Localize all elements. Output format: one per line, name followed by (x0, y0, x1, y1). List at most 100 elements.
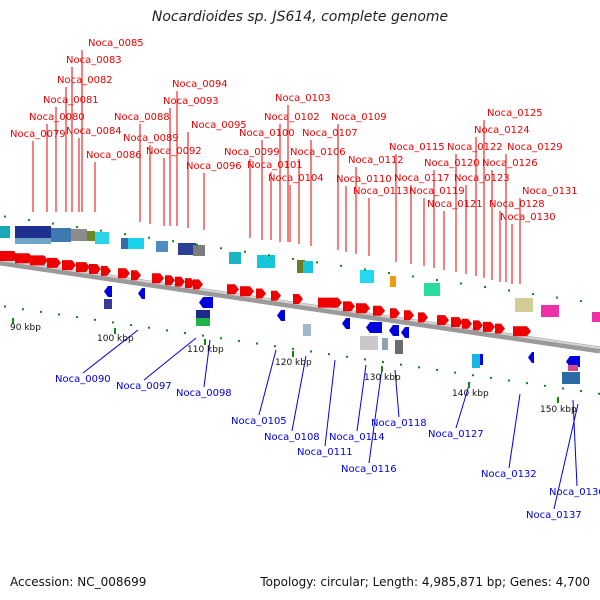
gene-label-noca-0109[interactable]: Noca_0109 (331, 112, 387, 123)
annotation-box[interactable] (257, 255, 275, 268)
gene-label-noca-0080[interactable]: Noca_0080 (29, 112, 85, 123)
forward-feature-arrow[interactable] (118, 268, 130, 279)
gene-label-noca-0111[interactable]: Noca_0111 (297, 447, 353, 458)
gene-label-noca-0115[interactable]: Noca_0115 (389, 142, 445, 153)
forward-feature-arrow[interactable] (0, 251, 18, 261)
gene-label-noca-0131[interactable]: Noca_0131 (522, 186, 578, 197)
forward-feature-arrow[interactable] (30, 255, 48, 266)
forward-feature-arrow[interactable] (227, 284, 239, 295)
forward-feature-arrow[interactable] (76, 262, 90, 273)
gene-label-noca-0108[interactable]: Noca_0108 (264, 432, 320, 443)
annotation-box[interactable] (360, 270, 374, 283)
gene-label-noca-0137[interactable]: Noca_0137 (526, 510, 582, 521)
reverse-feature-arrow[interactable] (401, 327, 409, 338)
gene-label-noca-0081[interactable]: Noca_0081 (43, 95, 99, 106)
gene-label-noca-0101[interactable]: Noca_0101 (247, 160, 303, 171)
annotation-box[interactable] (562, 372, 580, 384)
annotation-box[interactable] (156, 241, 168, 252)
gene-label-noca-0130[interactable]: Noca_0130 (500, 212, 556, 223)
gene-label-noca-0123[interactable]: Noca_0123 (454, 173, 510, 184)
gene-label-noca-0098[interactable]: Noca_0098 (176, 388, 232, 399)
annotation-box[interactable] (395, 340, 403, 354)
annotation-box[interactable] (87, 231, 95, 241)
forward-feature-arrow[interactable] (15, 253, 33, 264)
gene-label-noca-0099[interactable]: Noca_0099 (224, 147, 280, 158)
forward-feature-arrow[interactable] (462, 318, 472, 329)
gene-label-noca-0092[interactable]: Noca_0092 (146, 146, 202, 157)
forward-feature-arrow[interactable] (495, 323, 505, 334)
gene-label-noca-0117[interactable]: Noca_0117 (394, 173, 450, 184)
gene-label-noca-0103[interactable]: Noca_0103 (275, 93, 331, 104)
forward-feature-arrow[interactable] (89, 264, 101, 275)
annotation-box[interactable] (104, 299, 112, 309)
annotation-box[interactable] (303, 324, 311, 336)
annotation-box[interactable] (541, 305, 559, 317)
gene-label-noca-0106[interactable]: Noca_0106 (290, 147, 346, 158)
gene-label-noca-0124[interactable]: Noca_0124 (474, 125, 530, 136)
forward-feature-arrow[interactable] (293, 293, 303, 304)
gene-label-noca-0089[interactable]: Noca_0089 (123, 133, 179, 144)
gene-label-noca-0102[interactable]: Noca_0102 (264, 112, 320, 123)
annotation-box[interactable] (128, 238, 144, 249)
forward-feature-arrow[interactable] (483, 321, 495, 332)
forward-feature-arrow[interactable] (356, 303, 370, 314)
annotation-box[interactable] (71, 229, 87, 241)
forward-feature-arrow[interactable] (240, 286, 254, 297)
forward-feature-arrow[interactable] (175, 276, 185, 287)
forward-feature-arrow[interactable] (418, 312, 428, 323)
forward-feature-arrow[interactable] (256, 288, 266, 299)
forward-feature-arrow[interactable] (193, 279, 203, 290)
gene-label-noca-0082[interactable]: Noca_0082 (57, 75, 113, 86)
forward-feature-arrow[interactable] (513, 326, 531, 337)
gene-label-noca-0079[interactable]: Noca_0079 (10, 129, 66, 140)
gene-label-noca-0095[interactable]: Noca_0095 (191, 120, 247, 131)
forward-feature-arrow[interactable] (47, 257, 61, 268)
gene-label-noca-0119[interactable]: Noca_0119 (409, 186, 465, 197)
gene-label-noca-0107[interactable]: Noca_0107 (302, 128, 358, 139)
gene-label-noca-0094[interactable]: Noca_0094 (172, 79, 228, 90)
annotation-box[interactable] (196, 310, 210, 320)
forward-feature-arrow[interactable] (437, 315, 449, 326)
annotation-box[interactable] (229, 252, 241, 264)
forward-feature-arrow[interactable] (165, 275, 175, 286)
reverse-feature-arrow[interactable] (342, 318, 350, 329)
annotation-box[interactable] (121, 238, 131, 249)
forward-feature-arrow[interactable] (343, 301, 355, 312)
reverse-feature-arrow[interactable] (277, 310, 285, 321)
annotation-box[interactable] (178, 243, 196, 255)
reverse-feature-arrow[interactable] (104, 286, 112, 297)
forward-feature-arrow[interactable] (152, 273, 164, 284)
forward-feature-arrow[interactable] (318, 297, 342, 308)
gene-label-noca-0083[interactable]: Noca_0083 (66, 55, 122, 66)
gene-label-noca-0112[interactable]: Noca_0112 (348, 155, 404, 166)
annotation-box[interactable] (568, 365, 578, 371)
gene-label-noca-0122[interactable]: Noca_0122 (447, 142, 503, 153)
gene-label-noca-0116[interactable]: Noca_0116 (341, 464, 397, 475)
annotation-box[interactable] (515, 298, 533, 312)
gene-label-noca-0127[interactable]: Noca_0127 (428, 429, 484, 440)
gene-label-noca-0084[interactable]: Noca_0084 (66, 126, 122, 137)
gene-label-noca-0126[interactable]: Noca_0126 (482, 158, 538, 169)
gene-label-noca-0085[interactable]: Noca_0085 (88, 38, 144, 49)
gene-label-noca-0129[interactable]: Noca_0129 (507, 142, 563, 153)
annotation-box[interactable] (297, 260, 305, 273)
forward-feature-arrow[interactable] (271, 290, 281, 301)
reverse-feature-arrow[interactable] (389, 325, 399, 336)
reverse-feature-arrow[interactable] (366, 322, 382, 333)
annotation-box[interactable] (95, 232, 109, 244)
gene-label-noca-0088[interactable]: Noca_0088 (114, 112, 170, 123)
gene-label-noca-0118[interactable]: Noca_0118 (371, 418, 427, 429)
annotation-box[interactable] (424, 283, 440, 296)
forward-feature-arrow[interactable] (451, 317, 463, 328)
annotation-box[interactable] (0, 226, 10, 238)
gene-label-noca-0114[interactable]: Noca_0114 (329, 432, 385, 443)
annotation-box[interactable] (592, 312, 600, 322)
annotation-box[interactable] (472, 354, 480, 368)
annotation-box[interactable] (382, 338, 388, 350)
forward-feature-arrow[interactable] (131, 270, 141, 281)
reverse-feature-arrow[interactable] (199, 297, 213, 308)
forward-feature-arrow[interactable] (404, 310, 414, 321)
forward-feature-arrow[interactable] (373, 305, 385, 316)
gene-label-noca-0096[interactable]: Noca_0096 (186, 161, 242, 172)
forward-feature-arrow[interactable] (101, 265, 111, 276)
